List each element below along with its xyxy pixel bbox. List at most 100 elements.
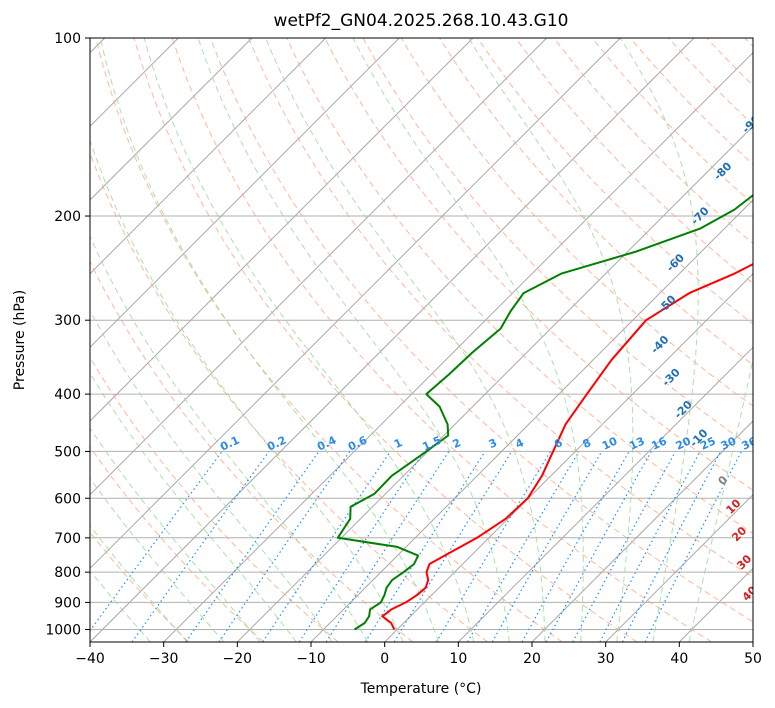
moist-adiabat <box>468 38 634 642</box>
isotherm <box>90 38 400 349</box>
isotherm <box>236 125 753 642</box>
mixing-ratio-line <box>644 451 743 642</box>
dry-adiabat <box>209 38 753 623</box>
y-tick-label: 300 <box>54 313 81 329</box>
moist-adiabat <box>352 38 584 642</box>
mixing-ratio-label: 0.4 <box>315 433 338 453</box>
mixing-ratio-line <box>90 451 223 632</box>
moist-adiabat-label: 40 <box>740 583 760 603</box>
dry-adiabat <box>133 38 638 642</box>
isotherm <box>163 51 753 642</box>
mixing-ratio-line <box>599 451 701 642</box>
dry-adiabat <box>515 38 753 285</box>
dry-adiabat-label: -60 <box>664 251 687 274</box>
x-tick-label: −40 <box>75 651 105 667</box>
moist-adiabat <box>90 524 188 642</box>
y-tick-label: 100 <box>54 31 81 47</box>
dry-adiabat <box>171 38 712 642</box>
moist-adiabat <box>143 38 475 642</box>
dry-adiabat <box>95 38 563 642</box>
y-tick-label: 700 <box>54 531 81 547</box>
moist-adiabat <box>90 139 404 642</box>
moist-adiabat <box>688 356 753 642</box>
y-tick-label: 900 <box>54 595 81 611</box>
chart-title: wetPf2_GN04.2025.268.10.43.G10 <box>274 11 569 31</box>
isotherm <box>310 199 753 642</box>
mixing-ratio-line <box>364 451 486 642</box>
temperature-line <box>381 262 753 630</box>
mixing-ratio-label: 1 <box>392 436 404 451</box>
moist-adiabat <box>619 38 699 642</box>
mixing-ratio-label: 16 <box>649 434 669 452</box>
mixing-ratio-label: 25 <box>698 434 717 452</box>
mixing-ratio-line <box>545 451 652 642</box>
x-axis-label: Temperature (°C) <box>360 681 482 697</box>
dry-adiabat <box>668 38 753 126</box>
x-tick-label: 30 <box>597 651 615 667</box>
x-tick-label: −20 <box>223 651 253 667</box>
moist-adiabat-label: 30 <box>734 552 754 572</box>
isotherm <box>457 346 753 642</box>
mixing-ratio-line <box>325 451 450 642</box>
mixing-ratio-label: 0.2 <box>265 434 288 454</box>
mixing-ratio-label: 3 <box>487 436 499 451</box>
x-tick-label: 50 <box>744 651 762 667</box>
dry-adiabat <box>90 531 190 642</box>
mixing-ratio-label: 10 <box>600 434 620 452</box>
dry-adiabat <box>324 38 753 491</box>
mixing-ratio-label: 4 <box>513 436 526 451</box>
moist-adiabat <box>90 372 297 642</box>
y-tick-label: 600 <box>54 491 81 507</box>
x-tick-label: 20 <box>523 651 541 667</box>
moist-adiabat <box>90 235 369 642</box>
dry-adiabat <box>438 38 753 366</box>
dry-adiabat <box>90 445 264 642</box>
dry-adiabat <box>248 38 753 578</box>
y-tick-label: 400 <box>54 387 81 403</box>
mixing-ratio-line <box>298 451 425 642</box>
mixing-ratio-line <box>262 451 391 642</box>
dry-adiabat-label: -80 <box>711 159 734 182</box>
moist-adiabat-label: 10 <box>724 496 744 516</box>
mixing-ratio-label: 8 <box>581 436 593 451</box>
x-tick-label: 0 <box>380 651 389 667</box>
y-tick-label: 200 <box>54 209 81 225</box>
isotherm <box>605 493 753 642</box>
x-tick-label: −10 <box>296 651 326 667</box>
dry-adiabat-label: -30 <box>660 366 683 389</box>
isotherm <box>531 420 753 642</box>
x-tick-label: 40 <box>670 651 688 667</box>
dry-adiabat-label: -40 <box>648 333 671 356</box>
y-tick-label: 800 <box>54 565 81 581</box>
moist-adiabat <box>90 569 151 642</box>
dewpoint-line <box>336 194 753 631</box>
mixing-ratio-label: 20 <box>674 434 694 452</box>
moist-adiabat-label: 20 <box>729 524 749 544</box>
y-axis-label: Pressure (hPa) <box>12 290 28 390</box>
mixing-ratio-line <box>435 451 552 642</box>
isotherm <box>90 38 621 570</box>
mixing-ratio-line <box>218 451 351 642</box>
mixing-ratio-line <box>466 451 580 642</box>
isotherm <box>90 38 695 642</box>
isotherm <box>678 567 753 642</box>
dry-adiabat-label: -90 <box>740 113 763 136</box>
moist-adiabat <box>90 427 261 642</box>
mixing-ratio-label: 30 <box>719 434 739 452</box>
isotherm <box>90 38 474 422</box>
dry-adiabat <box>286 38 753 535</box>
x-tick-label: 10 <box>449 651 467 667</box>
moist-adiabat <box>90 309 333 642</box>
isotherm <box>90 38 327 275</box>
mixing-ratio-label: 36 <box>740 434 760 452</box>
moist-adiabat <box>90 477 225 642</box>
dry-adiabat <box>90 356 339 642</box>
isotherm <box>752 641 753 642</box>
plot-area: -100-90-80-70-60-50-40-30-20-10010203040… <box>90 38 763 642</box>
mixing-ratio-label: 0.6 <box>346 433 369 453</box>
x-tick-label: −30 <box>149 651 179 667</box>
isotherm <box>384 272 753 642</box>
mixing-ratio-label: 13 <box>627 434 646 452</box>
moist-adiabat <box>99 38 439 642</box>
